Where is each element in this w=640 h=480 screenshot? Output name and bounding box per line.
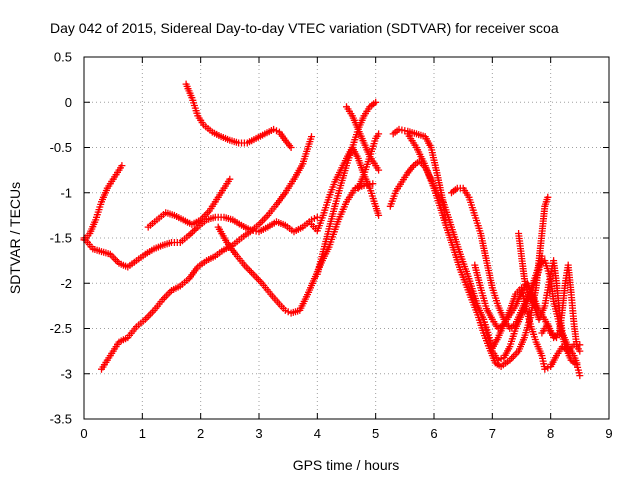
x-tick-label: 8	[547, 426, 554, 441]
x-tick-label: 2	[197, 426, 204, 441]
series-10	[354, 130, 383, 192]
series-6-markers	[214, 180, 377, 317]
series-18-markers	[471, 261, 560, 342]
series-12-markers	[389, 125, 546, 364]
y-tick-label: -3	[60, 366, 72, 381]
y-tick-label: -3.5	[50, 412, 72, 427]
series-3-markers	[144, 175, 234, 231]
series-13	[404, 130, 552, 370]
y-tick-label: -2	[60, 276, 72, 291]
x-axis-label: GPS time / hours	[293, 457, 400, 473]
x-tick-label: 6	[430, 426, 437, 441]
y-tick-label: -0.5	[50, 140, 72, 155]
series-12	[389, 125, 546, 364]
plot-frame	[83, 56, 610, 420]
series-5-markers	[182, 80, 295, 151]
series-3	[144, 175, 234, 231]
y-tick-label: -1.5	[50, 231, 72, 246]
x-tick-label: 0	[80, 426, 87, 441]
x-tick-label: 3	[255, 426, 262, 441]
y-axis-label: SDTVAR / TECUs	[7, 182, 23, 294]
series-13-markers	[404, 130, 552, 370]
y-tick-label: -2.5	[50, 321, 72, 336]
series-5	[182, 80, 295, 151]
x-tick-label: 5	[372, 426, 379, 441]
x-tick-label: 4	[314, 426, 321, 441]
series-18	[471, 261, 560, 342]
series-9-markers	[308, 144, 383, 235]
chart-title: Day 042 of 2015, Sidereal Day-to-day VTE…	[50, 20, 559, 36]
series-6	[214, 180, 377, 317]
data-series	[80, 80, 584, 380]
x-tick-label: 9	[605, 426, 612, 441]
x-tick-label: 7	[489, 426, 496, 441]
series-4	[98, 133, 315, 373]
y-tick-label: -1	[60, 185, 72, 200]
y-tick-label: 0	[65, 95, 72, 110]
y-tick-label: 0.5	[54, 50, 72, 65]
series-10-markers	[354, 130, 383, 192]
x-tick-label: 1	[139, 426, 146, 441]
series-1	[80, 162, 126, 244]
series-4-markers	[98, 133, 315, 373]
series-1-markers	[80, 162, 126, 244]
series-9	[308, 144, 383, 235]
axis-ticks: 0 1 2 3 4 5 6 7 8 9 0.5 0 -0.5 -1 -1.5 -2 -2.5 -3 -3.5	[50, 50, 613, 442]
